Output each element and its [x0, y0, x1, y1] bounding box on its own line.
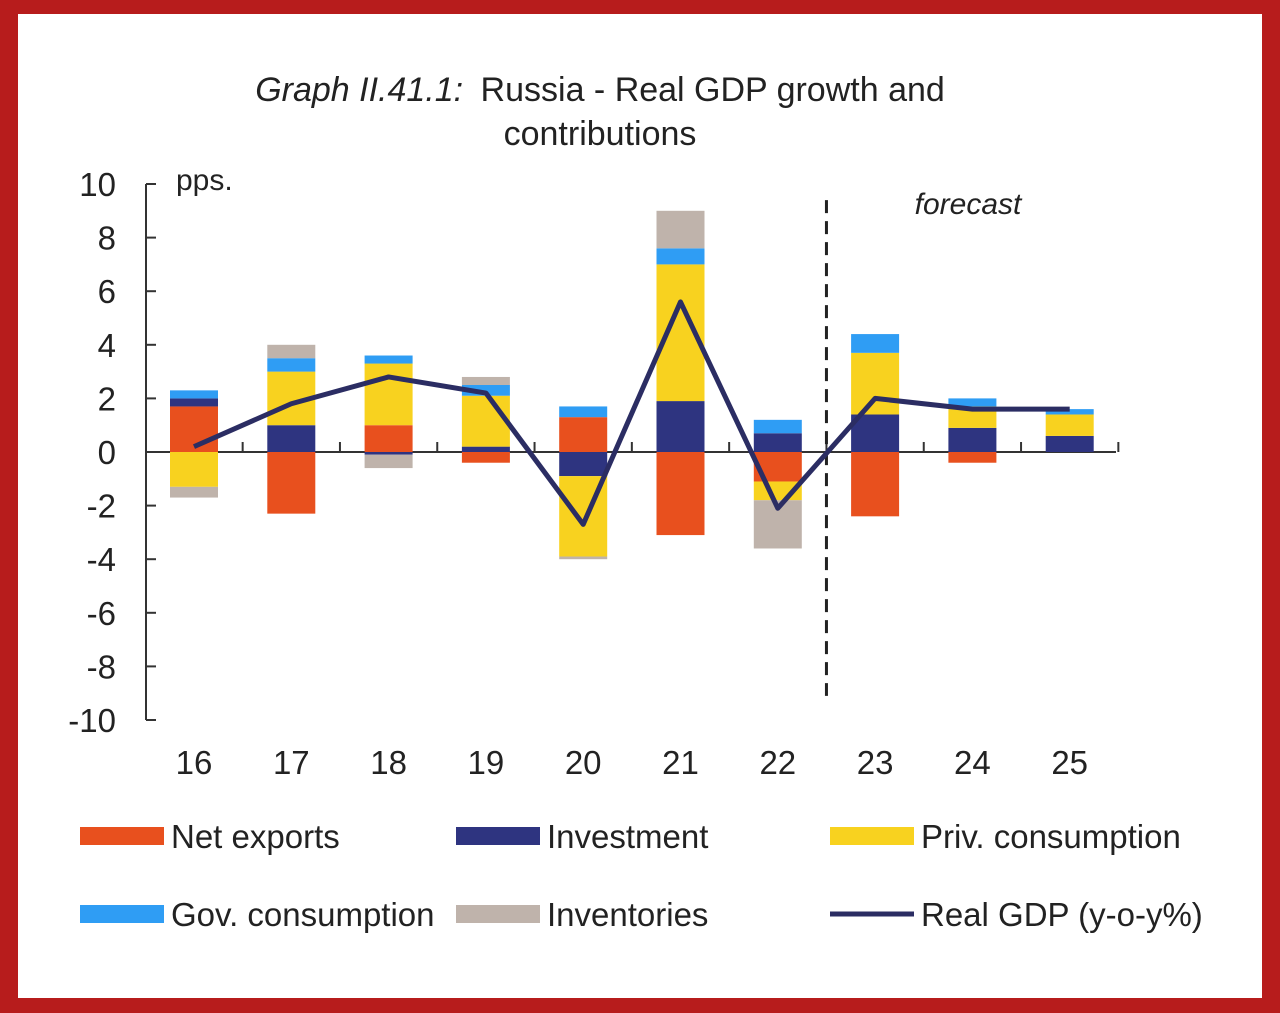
- legend-swatch-priv-consumption: [830, 827, 914, 845]
- legend-swatch-gov-consumption: [80, 905, 164, 923]
- bar-investment: [753, 433, 802, 452]
- chart-title-line-2: contributions: [504, 115, 697, 153]
- bar-investment: [364, 452, 413, 455]
- legend-label-priv-consumption: Priv. consumption: [921, 818, 1181, 855]
- bar-inventories: [559, 556, 608, 560]
- bar-inventories: [656, 210, 705, 249]
- bar-investment: [559, 452, 608, 477]
- bar-net-exports: [851, 452, 900, 517]
- chart-title-line-1: Graph II.41.1: Russia - Real GDP growth …: [255, 71, 945, 109]
- y-tick-label: 6: [98, 273, 116, 310]
- legend-label-inventories: Inventories: [547, 896, 708, 933]
- bar-priv-consumption: [1045, 414, 1094, 436]
- chart-frame: Graph II.41.1: Russia - Real GDP growth …: [18, 14, 1262, 998]
- bar-gov-consumption: [948, 398, 997, 407]
- bar-gov-consumption: [559, 406, 608, 418]
- legend-label-investment: Investment: [547, 818, 708, 855]
- bar-net-exports: [559, 417, 608, 452]
- x-tick-label: 22: [759, 744, 796, 781]
- y-tick-label: -10: [68, 702, 116, 739]
- line-layer: [192, 299, 1070, 527]
- x-tick-label: 16: [176, 744, 213, 781]
- bar-priv-consumption: [170, 452, 218, 487]
- legend-swatch-net-exports: [80, 827, 164, 845]
- bar-priv-consumption: [364, 363, 413, 426]
- x-tick-label: 17: [273, 744, 310, 781]
- x-tick-label: 18: [370, 744, 407, 781]
- bar-investment: [656, 401, 705, 452]
- x-tick-label: 25: [1051, 744, 1088, 781]
- y-tick-label: 4: [98, 327, 116, 364]
- chart-title-prefix: Graph II.41.1:: [255, 71, 463, 109]
- y-tick-label: -8: [87, 648, 116, 685]
- bar-gov-consumption: [267, 358, 316, 372]
- bar-gov-consumption: [851, 334, 900, 353]
- legend-swatch-investment: [456, 827, 540, 845]
- bar-inventories: [364, 454, 413, 469]
- bar-investment: [461, 446, 510, 452]
- chart-title-main: Russia - Real GDP growth and: [481, 71, 945, 109]
- bar-inventories: [267, 344, 316, 359]
- y-tick-label: -6: [87, 595, 116, 632]
- bar-investment: [1045, 435, 1094, 452]
- y-tick-label: 10: [79, 166, 116, 203]
- bar-investment: [170, 398, 218, 407]
- y-tick-label: 8: [98, 220, 116, 257]
- bar-net-exports: [656, 452, 705, 536]
- bar-investment: [267, 425, 316, 452]
- line-real-gdp: [192, 299, 1070, 527]
- forecast-label: forecast: [915, 188, 1023, 221]
- y-tick-label: 0: [98, 434, 116, 471]
- bar-gov-consumption: [656, 248, 705, 265]
- bar-priv-consumption: [461, 395, 510, 447]
- bar-net-exports: [364, 425, 413, 452]
- x-tick-label: 23: [857, 744, 894, 781]
- y-tick-label: -4: [87, 541, 116, 578]
- x-tick-label: 24: [954, 744, 991, 781]
- bar-investment: [851, 414, 900, 452]
- legend-label-real-gdp: Real GDP (y-o-y%): [921, 896, 1203, 933]
- x-tick-label: 20: [565, 744, 602, 781]
- bar-priv-consumption: [948, 406, 997, 428]
- y-tick-label: -2: [87, 488, 116, 525]
- x-tick-label: 21: [662, 744, 699, 781]
- bar-inventories: [461, 376, 510, 385]
- x-tick-label: 19: [468, 744, 505, 781]
- bar-priv-consumption: [851, 352, 900, 415]
- bar-gov-consumption: [461, 385, 510, 396]
- bar-net-exports: [948, 452, 997, 463]
- bar-gov-consumption: [753, 419, 802, 434]
- legend: Net exports Investment Priv. consumption Go…: [80, 818, 1203, 933]
- legend-swatch-inventories: [456, 905, 540, 923]
- bar-investment: [948, 427, 997, 452]
- legend-label-net-exports: Net exports: [171, 818, 340, 855]
- bar-inventories: [170, 486, 218, 498]
- bar-net-exports: [267, 452, 316, 514]
- bar-net-exports: [461, 452, 510, 463]
- bar-gov-consumption: [170, 390, 218, 399]
- y-tick-label: 2: [98, 380, 116, 417]
- y-unit-label: pps.: [176, 164, 233, 197]
- bar-gov-consumption: [1045, 409, 1094, 415]
- bar-gov-consumption: [364, 355, 413, 364]
- chart: Graph II.41.1: Russia - Real GDP growth …: [68, 71, 1203, 933]
- bars-layer: [170, 210, 1094, 560]
- legend-label-gov-consumption: Gov. consumption: [171, 896, 435, 933]
